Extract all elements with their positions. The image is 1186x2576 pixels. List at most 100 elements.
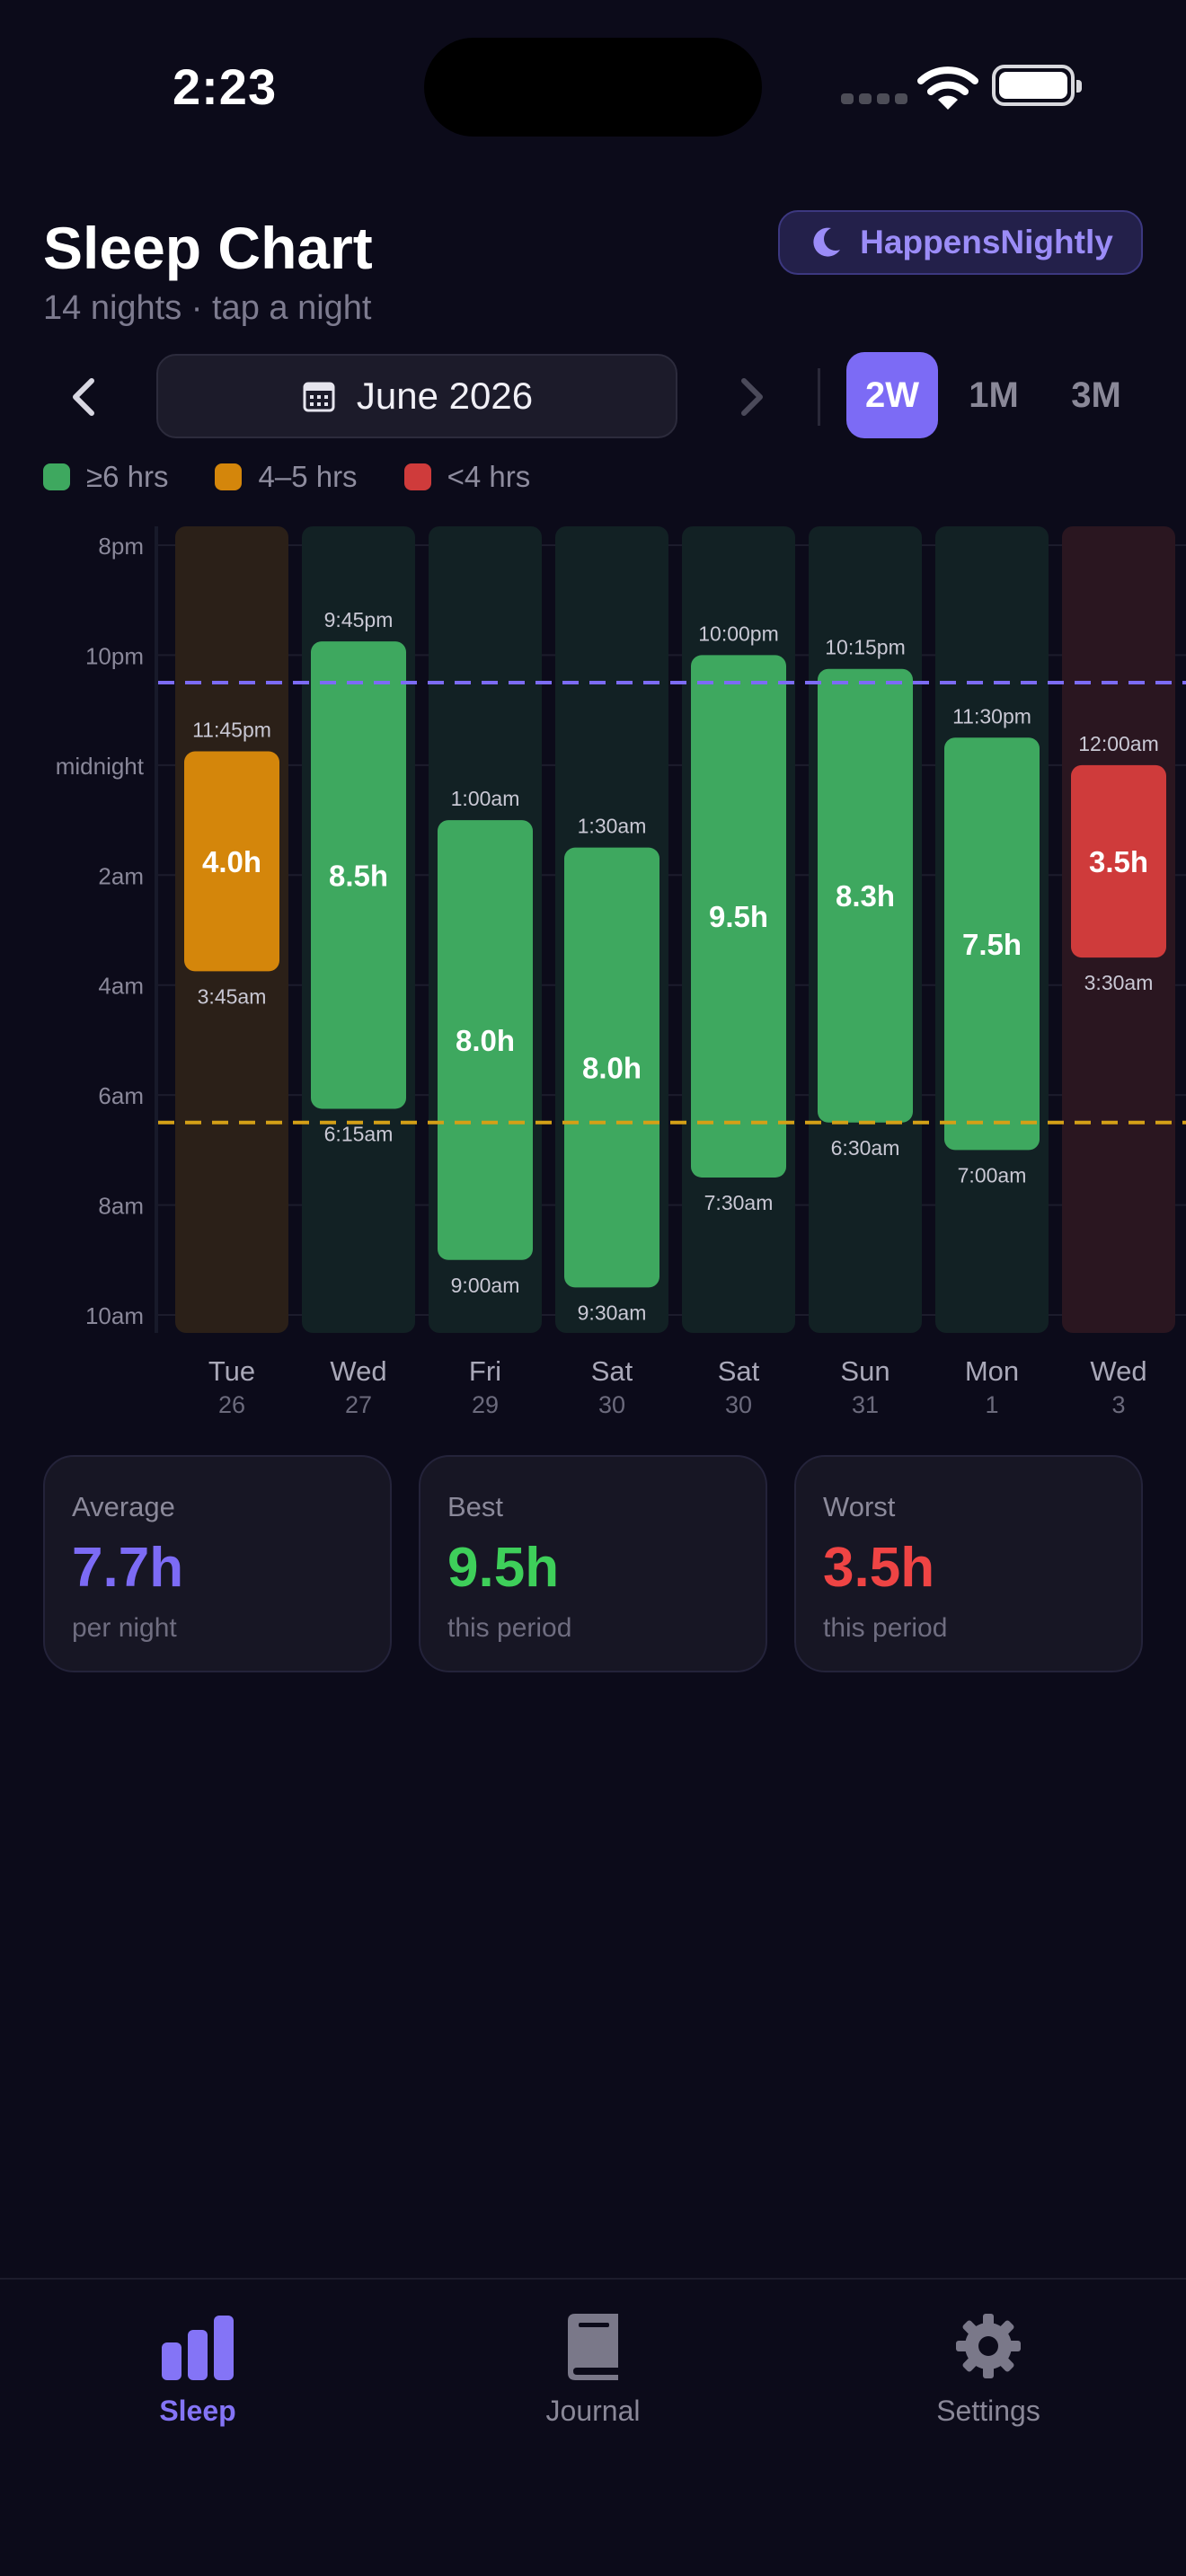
status-time: 2:23 xyxy=(173,58,278,115)
dynamic-island xyxy=(424,38,762,137)
duration-label: 7.5h xyxy=(962,928,1022,961)
tab-label: Settings xyxy=(936,2395,1040,2427)
date-label: 29 xyxy=(472,1391,499,1418)
y-axis-line xyxy=(155,526,158,1333)
stat-label: Best xyxy=(447,1491,504,1522)
tab-bar: Sleep Journal xyxy=(0,2278,1186,2576)
stat-caption: per night xyxy=(72,1613,177,1643)
y-tick-label: 10am xyxy=(85,1302,144,1329)
sleep-bar[interactable] xyxy=(184,751,279,972)
bedtime-label: 11:45pm xyxy=(192,719,271,742)
brand-badge[interactable]: HappensNightly xyxy=(778,210,1143,275)
sleep-bar[interactable] xyxy=(944,737,1040,1151)
date-label: 27 xyxy=(345,1391,372,1418)
bedtime-label: 1:30am xyxy=(578,815,647,838)
tab-sleep[interactable]: Sleep xyxy=(63,2312,332,2456)
wake-time-label: 9:30am xyxy=(578,1301,647,1324)
legend-item-fair: 4–5 hrs xyxy=(215,460,358,494)
range-1m-button[interactable]: 1M xyxy=(969,375,1019,415)
duration-label: 8.0h xyxy=(582,1052,642,1085)
stat-card-worst: Worst 3.5h this period xyxy=(794,1455,1143,1672)
gear-icon xyxy=(956,2314,1021,2378)
y-tick-label: 8am xyxy=(98,1193,144,1220)
book-icon xyxy=(568,2314,618,2380)
duration-label: 8.3h xyxy=(836,879,895,913)
day-label: Wed xyxy=(330,1355,386,1387)
tab-journal[interactable]: Journal xyxy=(458,2312,728,2456)
y-tick-label: 8pm xyxy=(98,533,144,560)
chart-legend: ≥6 hrs 4–5 hrs <4 hrs xyxy=(43,460,530,494)
day-label: Wed xyxy=(1090,1355,1146,1387)
duration-label: 8.5h xyxy=(329,859,388,892)
date-label: 30 xyxy=(598,1391,625,1418)
legend-label: <4 hrs xyxy=(447,460,531,493)
tab-label: Journal xyxy=(545,2395,641,2427)
y-tick-label: midnight xyxy=(56,753,145,780)
y-tick-label: 4am xyxy=(98,973,144,1000)
sleep-bar[interactable] xyxy=(818,668,913,1123)
sleep-bar[interactable] xyxy=(1071,764,1166,958)
legend-swatch xyxy=(403,463,431,490)
y-tick-label: 10pm xyxy=(85,642,144,669)
date-label: 26 xyxy=(218,1391,245,1418)
sleep-bar[interactable] xyxy=(311,641,406,1109)
wake-time-label: 7:00am xyxy=(958,1163,1027,1187)
legend-item-poor: <4 hrs xyxy=(403,460,531,494)
legend-swatch xyxy=(215,463,243,490)
bedtime-label: 9:45pm xyxy=(324,608,394,631)
duration-label: 3.5h xyxy=(1089,845,1148,878)
previous-period-button[interactable] xyxy=(58,370,111,424)
day-label: Tue xyxy=(208,1355,255,1387)
stat-card-best: Best 9.5h this period xyxy=(419,1455,767,1672)
y-tick-label: 2am xyxy=(98,862,144,889)
bedtime-label: 12:00am xyxy=(1078,732,1159,755)
wifi-icon xyxy=(917,66,978,110)
legend-label: ≥6 hrs xyxy=(86,460,169,493)
month-picker[interactable]: June 2026 xyxy=(156,354,677,438)
range-2w-button[interactable]: 2W xyxy=(846,352,938,438)
wake-time-label: 3:30am xyxy=(1084,971,1154,994)
brand-name: HappensNightly xyxy=(860,224,1113,260)
battery-icon xyxy=(992,65,1082,106)
duration-label: 8.0h xyxy=(456,1024,515,1057)
sleep-bar[interactable] xyxy=(691,655,786,1178)
bedtime-label: 11:30pm xyxy=(952,704,1031,728)
stat-label: Worst xyxy=(823,1491,896,1522)
date-label: 31 xyxy=(852,1391,879,1418)
legend-label: 4–5 hrs xyxy=(258,460,358,493)
stat-card-average: Average 7.7h per night xyxy=(43,1455,392,1672)
stat-label: Average xyxy=(72,1491,175,1522)
date-label: 30 xyxy=(725,1391,752,1418)
legend-item-good: ≥6 hrs xyxy=(43,460,168,494)
stat-value: 9.5h xyxy=(447,1537,560,1599)
wake-time-label: 6:30am xyxy=(831,1136,900,1160)
duration-label: 4.0h xyxy=(202,845,261,878)
day-label: Mon xyxy=(965,1355,1019,1387)
tab-settings[interactable]: Settings xyxy=(854,2312,1123,2456)
sleep-chart-svg: 8pm 10pm midnight 2am 4am 6am 8am 10am 11:45pm 3:… xyxy=(56,526,1186,1418)
duration-label: 9.5h xyxy=(709,900,768,933)
page-title: Sleep Chart xyxy=(43,215,373,281)
stat-value: 7.7h xyxy=(72,1537,184,1599)
wake-time-label: 3:45am xyxy=(198,984,267,1008)
sleep-bar[interactable] xyxy=(564,847,659,1288)
range-3m-button[interactable]: 3M xyxy=(1071,375,1121,415)
day-label: Sun xyxy=(840,1355,890,1387)
y-tick-label: 6am xyxy=(98,1082,144,1109)
wake-time-label: 9:00am xyxy=(451,1274,520,1297)
sleep-bar[interactable] xyxy=(438,820,533,1260)
chevron-left-icon xyxy=(73,378,94,416)
date-label: 3 xyxy=(1111,1391,1125,1418)
calendar-icon xyxy=(303,382,335,412)
chevron-right-icon xyxy=(741,378,763,416)
next-period-button[interactable] xyxy=(724,370,778,424)
day-label: Fri xyxy=(469,1355,501,1387)
month-label: June 2026 xyxy=(356,375,534,417)
wake-time-label: 7:30am xyxy=(704,1191,774,1214)
bedtime-label: 10:15pm xyxy=(825,636,906,659)
nav-divider xyxy=(818,368,820,426)
stat-value: 3.5h xyxy=(823,1537,935,1599)
moon-icon xyxy=(813,227,841,257)
day-label: Sat xyxy=(591,1355,633,1387)
